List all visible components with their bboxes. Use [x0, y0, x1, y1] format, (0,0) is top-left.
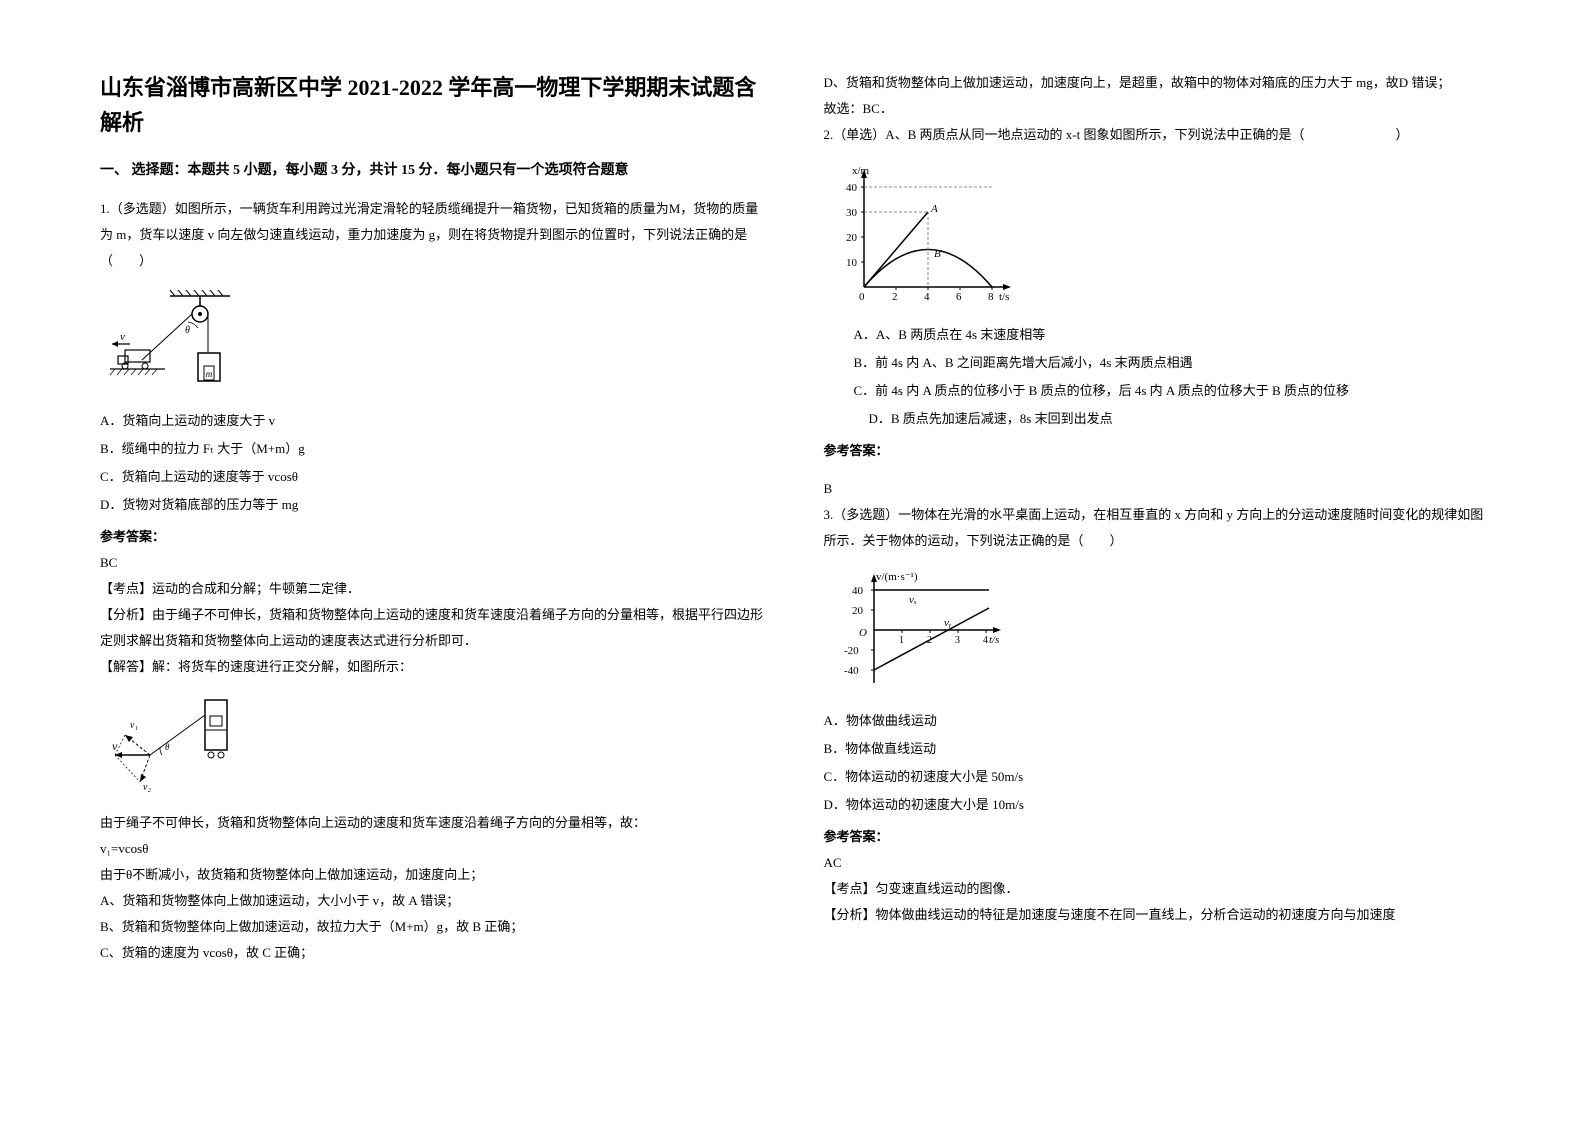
q2-figure: 10 20 30 40 0 2 4 6 8 x/m t/s A — [824, 162, 1488, 312]
q1-explain3: 由于θ不断减小，故货箱和货物整体向上做加速运动，加速度向上； — [100, 862, 764, 888]
svg-text:θ: θ — [165, 742, 170, 752]
q2-optA: A．A、B 两质点在 4s 末速度相等 — [824, 322, 1488, 348]
svg-text:1: 1 — [899, 635, 904, 646]
svg-text:4: 4 — [983, 635, 988, 646]
xt-graph: 10 20 30 40 0 2 4 6 8 x/m t/s A — [834, 162, 1024, 312]
section1-header: 一、 选择题：本题共 5 小题，每小题 3 分，共计 15 分．每小题只有一个选… — [100, 158, 764, 183]
q1-figure: m θ v — [100, 288, 764, 398]
q1-answer-label: 参考答案： — [100, 524, 764, 550]
q1-explain6: C、货箱的速度为 vcosθ，故 C 正确； — [100, 940, 764, 966]
q1-point: 【考点】运动的合成和分解；牛顿第二定律． — [100, 576, 764, 602]
svg-text:4: 4 — [924, 291, 930, 303]
q1-explain7: D、货箱和货物整体向上做加速运动，加速度向上，是超重，故箱中的物体对箱底的压力大… — [824, 70, 1488, 96]
q1-figure2: v v₁ v₂ θ — [100, 690, 764, 800]
svg-text:0: 0 — [859, 291, 865, 303]
q3-optB: B．物体做直线运动 — [824, 736, 1488, 762]
svg-text:20: 20 — [852, 605, 864, 617]
q2-optB: B．前 4s 内 A、B 之间距离先增大后减小，4s 末两质点相遇 — [824, 350, 1488, 376]
svg-text:t/s: t/s — [989, 634, 999, 646]
right-column: D、货箱和货物整体向上做加速运动，加速度向上，是超重，故箱中的物体对箱底的压力大… — [824, 70, 1488, 1052]
svg-text:40: 40 — [852, 585, 864, 597]
svg-text:30: 30 — [846, 207, 858, 219]
q3-analysis: 【分析】物体做曲线运动的特征是加速度与速度不在同一直线上，分析合运动的初速度方向… — [824, 902, 1488, 928]
svg-text:t/s: t/s — [999, 291, 1009, 303]
svg-text:θ: θ — [185, 325, 190, 336]
q3-optD: D．物体运动的初速度大小是 10m/s — [824, 792, 1488, 818]
q2-answer-label: 参考答案： — [824, 438, 1488, 464]
q1-intro: 1.（多选题）如图所示，一辆货车利用跨过光滑定滑轮的轻质缆绳提升一箱货物，已知货… — [100, 196, 764, 274]
svg-text:6: 6 — [956, 291, 962, 303]
svg-text:-40: -40 — [844, 665, 859, 677]
svg-text:x/m: x/m — [852, 165, 870, 177]
svg-text:-20: -20 — [844, 645, 859, 657]
q2-answer: B — [824, 476, 1488, 502]
svg-text:A: A — [930, 203, 938, 215]
q1-analysis: 【分析】由于绳子不可伸长，货箱和货物整体向上运动的速度和货车速度沿着绳子方向的分… — [100, 602, 764, 654]
q1-explain2: v₁=vcosθ — [100, 836, 764, 862]
q1-solution: 【解答】解：将货车的速度进行正交分解，如图所示： — [100, 654, 764, 680]
svg-text:vᵧ: vᵧ — [944, 617, 952, 629]
svg-text:m: m — [206, 369, 213, 379]
truck-pulley-diagram: m θ v — [110, 288, 240, 398]
svg-text:v/(m·s⁻¹): v/(m·s⁻¹) — [876, 571, 918, 583]
q2-intro: 2.（单选）A、B 两质点从同一地点运动的 x-t 图象如图所示，下列说法中正确… — [824, 122, 1488, 148]
left-column: 山东省淄博市高新区中学 2021-2022 学年高一物理下学期期末试题含解析 一… — [100, 70, 764, 1052]
q3-optA: A．物体做曲线运动 — [824, 708, 1488, 734]
q3-point: 【考点】匀变速直线运动的图像． — [824, 876, 1488, 902]
svg-text:vₓ: vₓ — [909, 594, 917, 606]
svg-text:v: v — [120, 331, 125, 343]
q1-explain4: A、货箱和货物整体向上做加速运动，大小小于 v，故 A 错误； — [100, 888, 764, 914]
document-title: 山东省淄博市高新区中学 2021-2022 学年高一物理下学期期末试题含解析 — [100, 70, 764, 140]
svg-text:10: 10 — [846, 257, 858, 269]
q3-answer-label: 参考答案： — [824, 824, 1488, 850]
q3-intro: 3.（多选题）一物体在光滑的水平桌面上运动，在相互垂直的 x 方向和 y 方向上… — [824, 502, 1488, 554]
q3-optC: C．物体运动的初速度大小是 50m/s — [824, 764, 1488, 790]
q2-optD: D．B 质点先加速后减速，8s 末回到出发点 — [824, 406, 1488, 432]
svg-text:8: 8 — [988, 291, 994, 303]
q2-optC: C．前 4s 内 A 质点的位移小于 B 质点的位移，后 4s 内 A 质点的位… — [824, 378, 1488, 404]
svg-text:B: B — [934, 248, 941, 260]
q1-conclusion: 故选：BC． — [824, 96, 1488, 122]
velocity-decomposition-diagram: v v₁ v₂ θ — [110, 690, 240, 800]
vt-graph: 40 20 O -20 -40 1 2 3 4 t/s v/(m·s⁻¹) vₓ — [834, 568, 1014, 698]
svg-text:2: 2 — [892, 291, 898, 303]
q3-figure: 40 20 O -20 -40 1 2 3 4 t/s v/(m·s⁻¹) vₓ — [824, 568, 1488, 698]
svg-text:O: O — [859, 627, 867, 639]
svg-text:40: 40 — [846, 182, 858, 194]
q1-optA: A．货箱向上运动的速度大于 v — [100, 408, 764, 434]
q1-answer: BC — [100, 550, 764, 576]
svg-text:20: 20 — [846, 232, 858, 244]
q1-explain5: B、货箱和货物整体向上做加速运动，故拉力大于（M+m）g，故 B 正确； — [100, 914, 764, 940]
q3-answer: AC — [824, 850, 1488, 876]
q1-optB: B．缆绳中的拉力 Fₜ 大于（M+m）g — [100, 436, 764, 462]
svg-text:v₁: v₁ — [130, 720, 138, 731]
q1-optC: C．货箱向上运动的速度等于 vcosθ — [100, 464, 764, 490]
svg-text:3: 3 — [955, 635, 960, 646]
q1-explain1: 由于绳子不可伸长，货箱和货物整体向上运动的速度和货车速度沿着绳子方向的分量相等，… — [100, 810, 764, 836]
svg-text:v₂: v₂ — [143, 782, 151, 793]
q1-optD: D．货物对货箱底部的压力等于 mg — [100, 492, 764, 518]
